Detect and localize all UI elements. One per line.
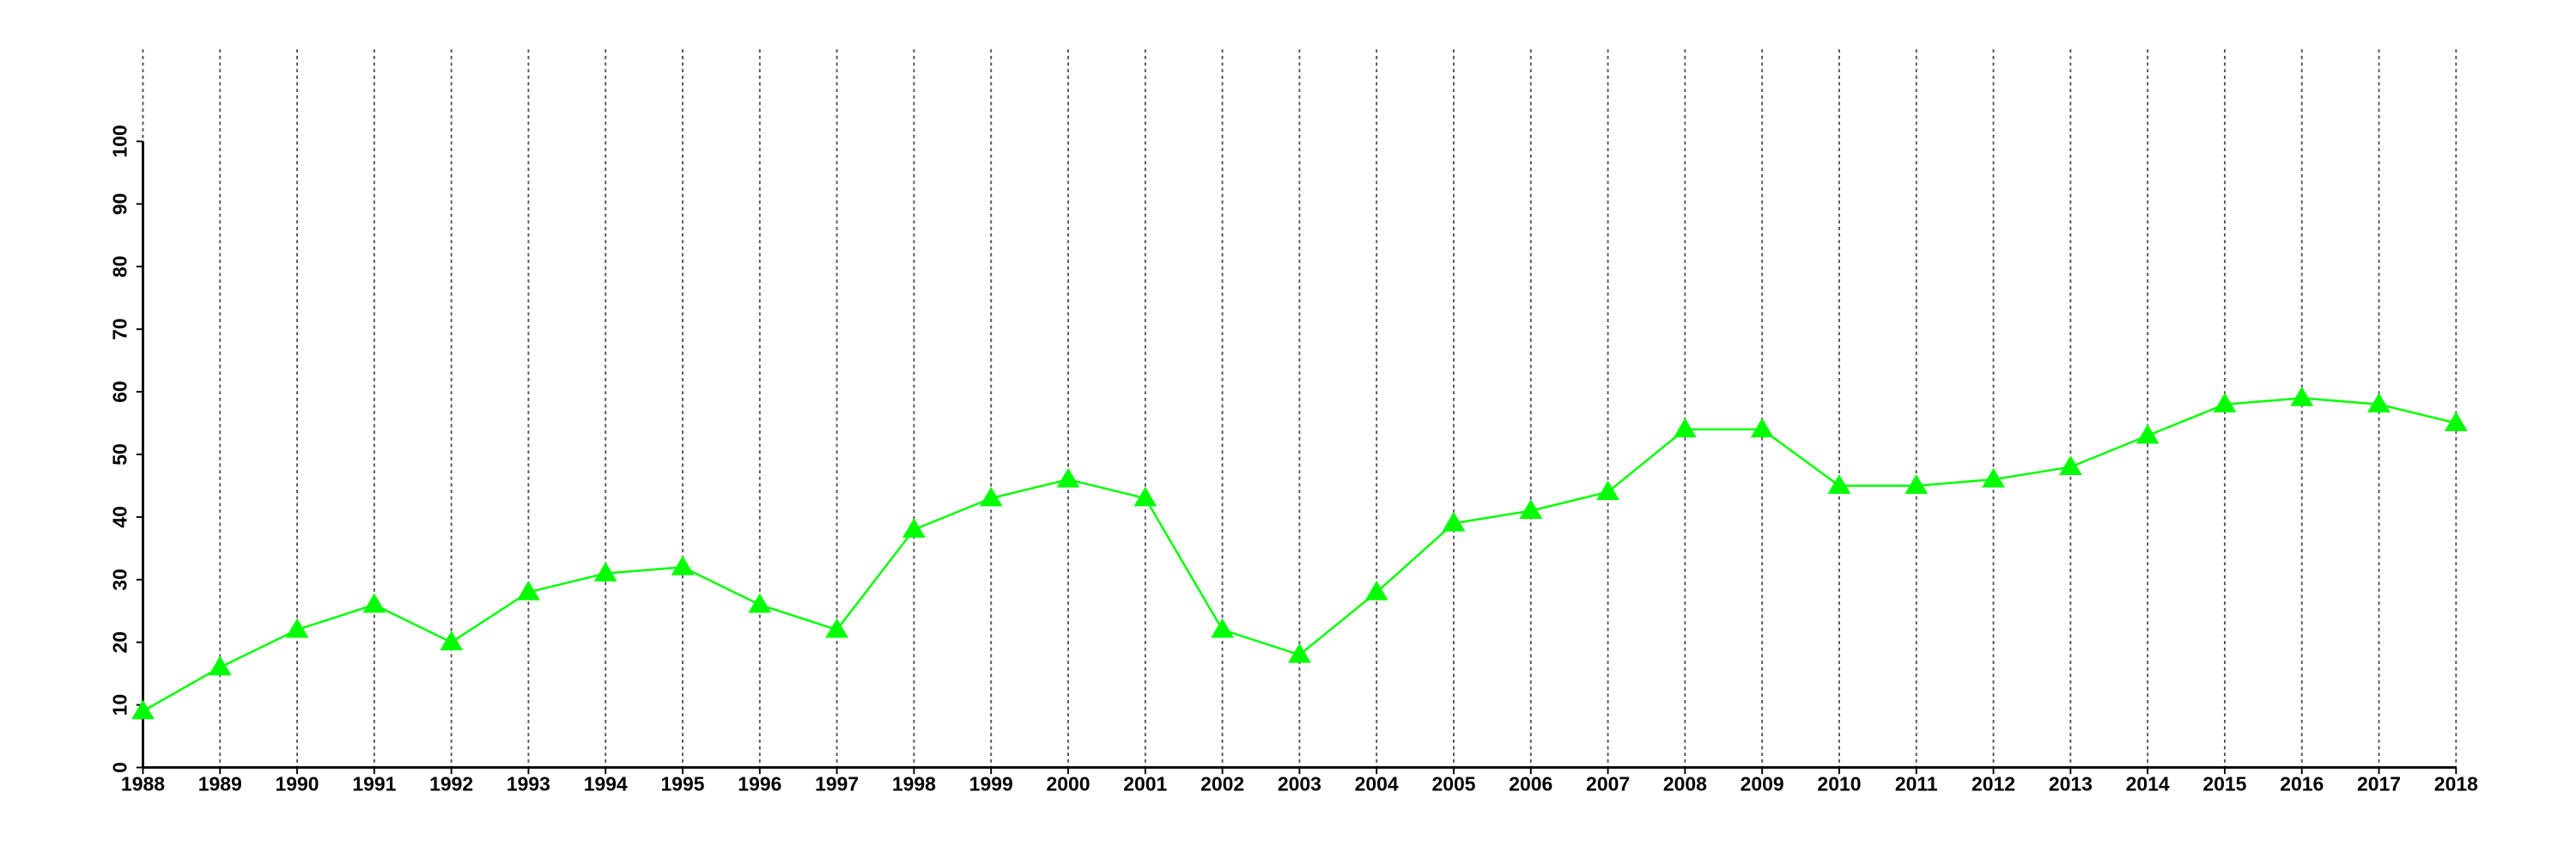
x-tick-label: 2003 bbox=[1278, 773, 1321, 795]
x-tick-label: 1995 bbox=[661, 773, 705, 795]
marker bbox=[1133, 486, 1157, 507]
x-tick-label: 2000 bbox=[1046, 773, 1090, 795]
y-tick-label: 20 bbox=[109, 631, 131, 654]
marker bbox=[1982, 467, 2005, 488]
x-tick-label: 2001 bbox=[1123, 773, 1167, 795]
y-tick-label: 30 bbox=[109, 569, 131, 591]
marker bbox=[748, 593, 772, 613]
marker bbox=[517, 580, 540, 600]
marker bbox=[979, 486, 1003, 507]
x-tick-label: 1990 bbox=[276, 773, 319, 795]
marker bbox=[902, 518, 926, 538]
marker bbox=[1673, 417, 1697, 438]
y-tick-label: 50 bbox=[109, 443, 131, 466]
x-tick-label: 2018 bbox=[2434, 773, 2478, 795]
marker bbox=[593, 562, 617, 582]
marker bbox=[671, 555, 695, 576]
marker bbox=[2058, 455, 2082, 475]
marker bbox=[1596, 480, 1619, 501]
marker bbox=[2290, 387, 2314, 406]
x-tick-label: 2011 bbox=[1895, 773, 1938, 795]
x-tick-label: 2009 bbox=[1741, 773, 1784, 795]
marker bbox=[1827, 474, 1851, 494]
marker bbox=[208, 655, 232, 676]
x-tick-label: 2010 bbox=[1817, 773, 1861, 795]
marker bbox=[1519, 499, 1543, 519]
y-tick-label: 100 bbox=[109, 125, 131, 157]
x-tick-label: 1998 bbox=[892, 773, 936, 795]
y-tick-label: 80 bbox=[109, 256, 131, 278]
y-tick-label: 40 bbox=[109, 506, 131, 528]
x-tick-label: 2007 bbox=[1586, 773, 1630, 795]
marker bbox=[2213, 393, 2237, 413]
x-tick-label: 2016 bbox=[2280, 773, 2324, 795]
x-tick-label: 2006 bbox=[1509, 773, 1552, 795]
marker bbox=[285, 618, 309, 638]
marker bbox=[362, 593, 386, 613]
marker bbox=[2136, 423, 2160, 444]
marker bbox=[2444, 411, 2468, 431]
y-tick-label: 10 bbox=[109, 694, 131, 716]
marker bbox=[440, 631, 464, 651]
x-tick-label: 1992 bbox=[429, 773, 473, 795]
x-tick-label: 1996 bbox=[738, 773, 781, 795]
marker bbox=[1211, 618, 1234, 638]
x-tick-label: 2014 bbox=[2126, 773, 2170, 795]
x-tick-label: 1999 bbox=[969, 773, 1013, 795]
marker bbox=[1750, 417, 1774, 438]
x-tick-label: 1988 bbox=[121, 773, 165, 795]
marker bbox=[1364, 580, 1388, 600]
marker bbox=[1288, 643, 1311, 663]
x-tick-label: 1994 bbox=[584, 773, 628, 795]
y-tick-label: 0 bbox=[109, 762, 131, 773]
x-tick-label: 1991 bbox=[352, 773, 396, 795]
marker bbox=[131, 699, 155, 720]
marker bbox=[1905, 474, 1929, 494]
y-tick-label: 70 bbox=[109, 318, 131, 340]
marker bbox=[2367, 393, 2391, 413]
x-tick-label: 2005 bbox=[1431, 773, 1475, 795]
x-tick-label: 2013 bbox=[2049, 773, 2093, 795]
x-tick-label: 2015 bbox=[2202, 773, 2246, 795]
y-tick-label: 90 bbox=[109, 193, 131, 216]
x-tick-label: 2004 bbox=[1355, 773, 1399, 795]
x-tick-label: 2017 bbox=[2357, 773, 2401, 795]
x-tick-label: 1989 bbox=[198, 773, 242, 795]
x-tick-label: 2012 bbox=[1971, 773, 2015, 795]
marker bbox=[825, 618, 849, 638]
x-tick-label: 1997 bbox=[815, 773, 859, 795]
marker bbox=[1056, 467, 1080, 488]
marker bbox=[1442, 511, 1466, 532]
x-tick-label: 2008 bbox=[1663, 773, 1707, 795]
y-tick-label: 60 bbox=[109, 381, 131, 403]
x-tick-label: 1993 bbox=[507, 773, 550, 795]
x-tick-label: 2002 bbox=[1200, 773, 1244, 795]
